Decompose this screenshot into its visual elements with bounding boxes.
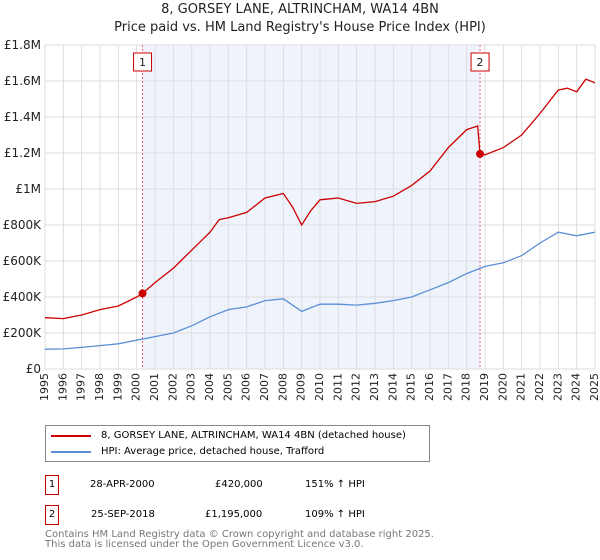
x-tick-label: 2005 [221, 373, 234, 401]
sale-date: 25-SEP-2018 [91, 509, 155, 520]
x-tick-label: 1998 [93, 373, 106, 401]
x-tick-label: 2017 [441, 373, 454, 401]
y-tick-label: £400K [3, 290, 43, 304]
x-tick-label: 2025 [588, 373, 600, 401]
y-tick-label: £1.8M [4, 38, 41, 52]
y-tick-label: £1.4M [4, 110, 41, 124]
x-tick-label: 2006 [240, 373, 253, 401]
x-tick-label: 1995 [38, 373, 51, 401]
x-tick-label: 2019 [478, 373, 491, 401]
x-tick-label: 2023 [551, 373, 564, 401]
x-tick-label: 2007 [258, 373, 271, 401]
x-tick-label: 2008 [276, 373, 289, 401]
price-chart: 1995 1996 1997 1998 1999 2000 2001 2002 2003 2004… [3, 38, 600, 401]
legend-swatch-hpi [51, 450, 91, 453]
series-line [44, 78, 596, 320]
sale-label: 1 [139, 56, 146, 69]
legend: 8, GORSEY LANE, ALTRINCHAM, WA14 4BN (de… [45, 425, 430, 462]
y-tick-label: £200K [3, 326, 43, 340]
footer-line-1: Contains HM Land Registry data © Crown c… [45, 529, 434, 540]
footer: Contains HM Land Registry data © Crown c… [45, 530, 434, 550]
chart-subtitle: Price paid vs. HM Land Registry's House … [114, 20, 486, 35]
x-tick-label: 2015 [405, 373, 418, 401]
x-tick-label: 2018 [460, 373, 473, 401]
x-tick-label: 2000 [130, 373, 143, 401]
x-tick-label: 2001 [148, 373, 161, 401]
x-tick-label: 2004 [203, 373, 216, 401]
sale-hpi: 109% ↑ HPI [305, 509, 365, 520]
y-tick-label: £1.6M [4, 74, 41, 88]
y-tick-label: £1.2M [4, 146, 41, 160]
x-tick-label: 2016 [423, 373, 436, 401]
x-tick-label: 1996 [56, 373, 69, 401]
x-tick-label: 2011 [331, 373, 344, 401]
sale-price: £420,000 [215, 479, 263, 490]
sale-label-box [470, 52, 490, 72]
sale-point [138, 289, 147, 298]
sale-marker-1: 1 [45, 475, 59, 495]
sale-label-box [133, 52, 153, 72]
sale-hpi: 151% ↑ HPI [305, 479, 365, 490]
sale-price: £1,195,000 [205, 509, 263, 520]
x-tick-label: 1997 [75, 373, 88, 401]
x-tick-label: 2013 [368, 373, 381, 401]
legend-label-hpi: HPI: Average price, detached house, Traf… [101, 446, 325, 457]
legend-label-property: 8, GORSEY LANE, ALTRINCHAM, WA14 4BN (de… [101, 430, 406, 441]
sale-label: 2 [477, 56, 484, 69]
x-tick-label: 2012 [350, 373, 363, 401]
footer-line-2: This data is licensed under the Open Gov… [45, 539, 364, 550]
x-tick-label: 2024 [570, 373, 583, 401]
series-line [44, 231, 596, 350]
chart-title: 8, GORSEY LANE, ALTRINCHAM, WA14 4BN [161, 2, 439, 17]
x-tick-label: 2009 [295, 373, 308, 401]
legend-swatch-property [51, 434, 91, 437]
x-tick-label: 2010 [313, 373, 326, 401]
x-tick-label: 2002 [166, 373, 179, 401]
y-tick-label: £1M [15, 182, 41, 196]
shaded-region [142, 45, 481, 369]
y-tick-label: £600K [3, 254, 43, 268]
y-tick-label: £800K [3, 218, 43, 232]
x-tick-label: 2003 [185, 373, 198, 401]
y-tick-label: £0 [26, 362, 41, 376]
sale-date: 28-APR-2000 [90, 479, 155, 490]
table-row: 1 28-APR-2000 £420,000 151% ↑ HPI [45, 475, 445, 495]
x-tick-label: 2021 [515, 373, 528, 401]
table-row: 2 25-SEP-2018 £1,195,000 109% ↑ HPI [45, 505, 445, 525]
x-tick-label: 1999 [111, 373, 124, 401]
x-tick-label: 2020 [496, 373, 509, 401]
x-tick-label: 2014 [386, 373, 399, 401]
sale-marker-2: 2 [45, 505, 59, 525]
sale-point [476, 149, 485, 158]
x-tick-label: 2022 [533, 373, 546, 401]
